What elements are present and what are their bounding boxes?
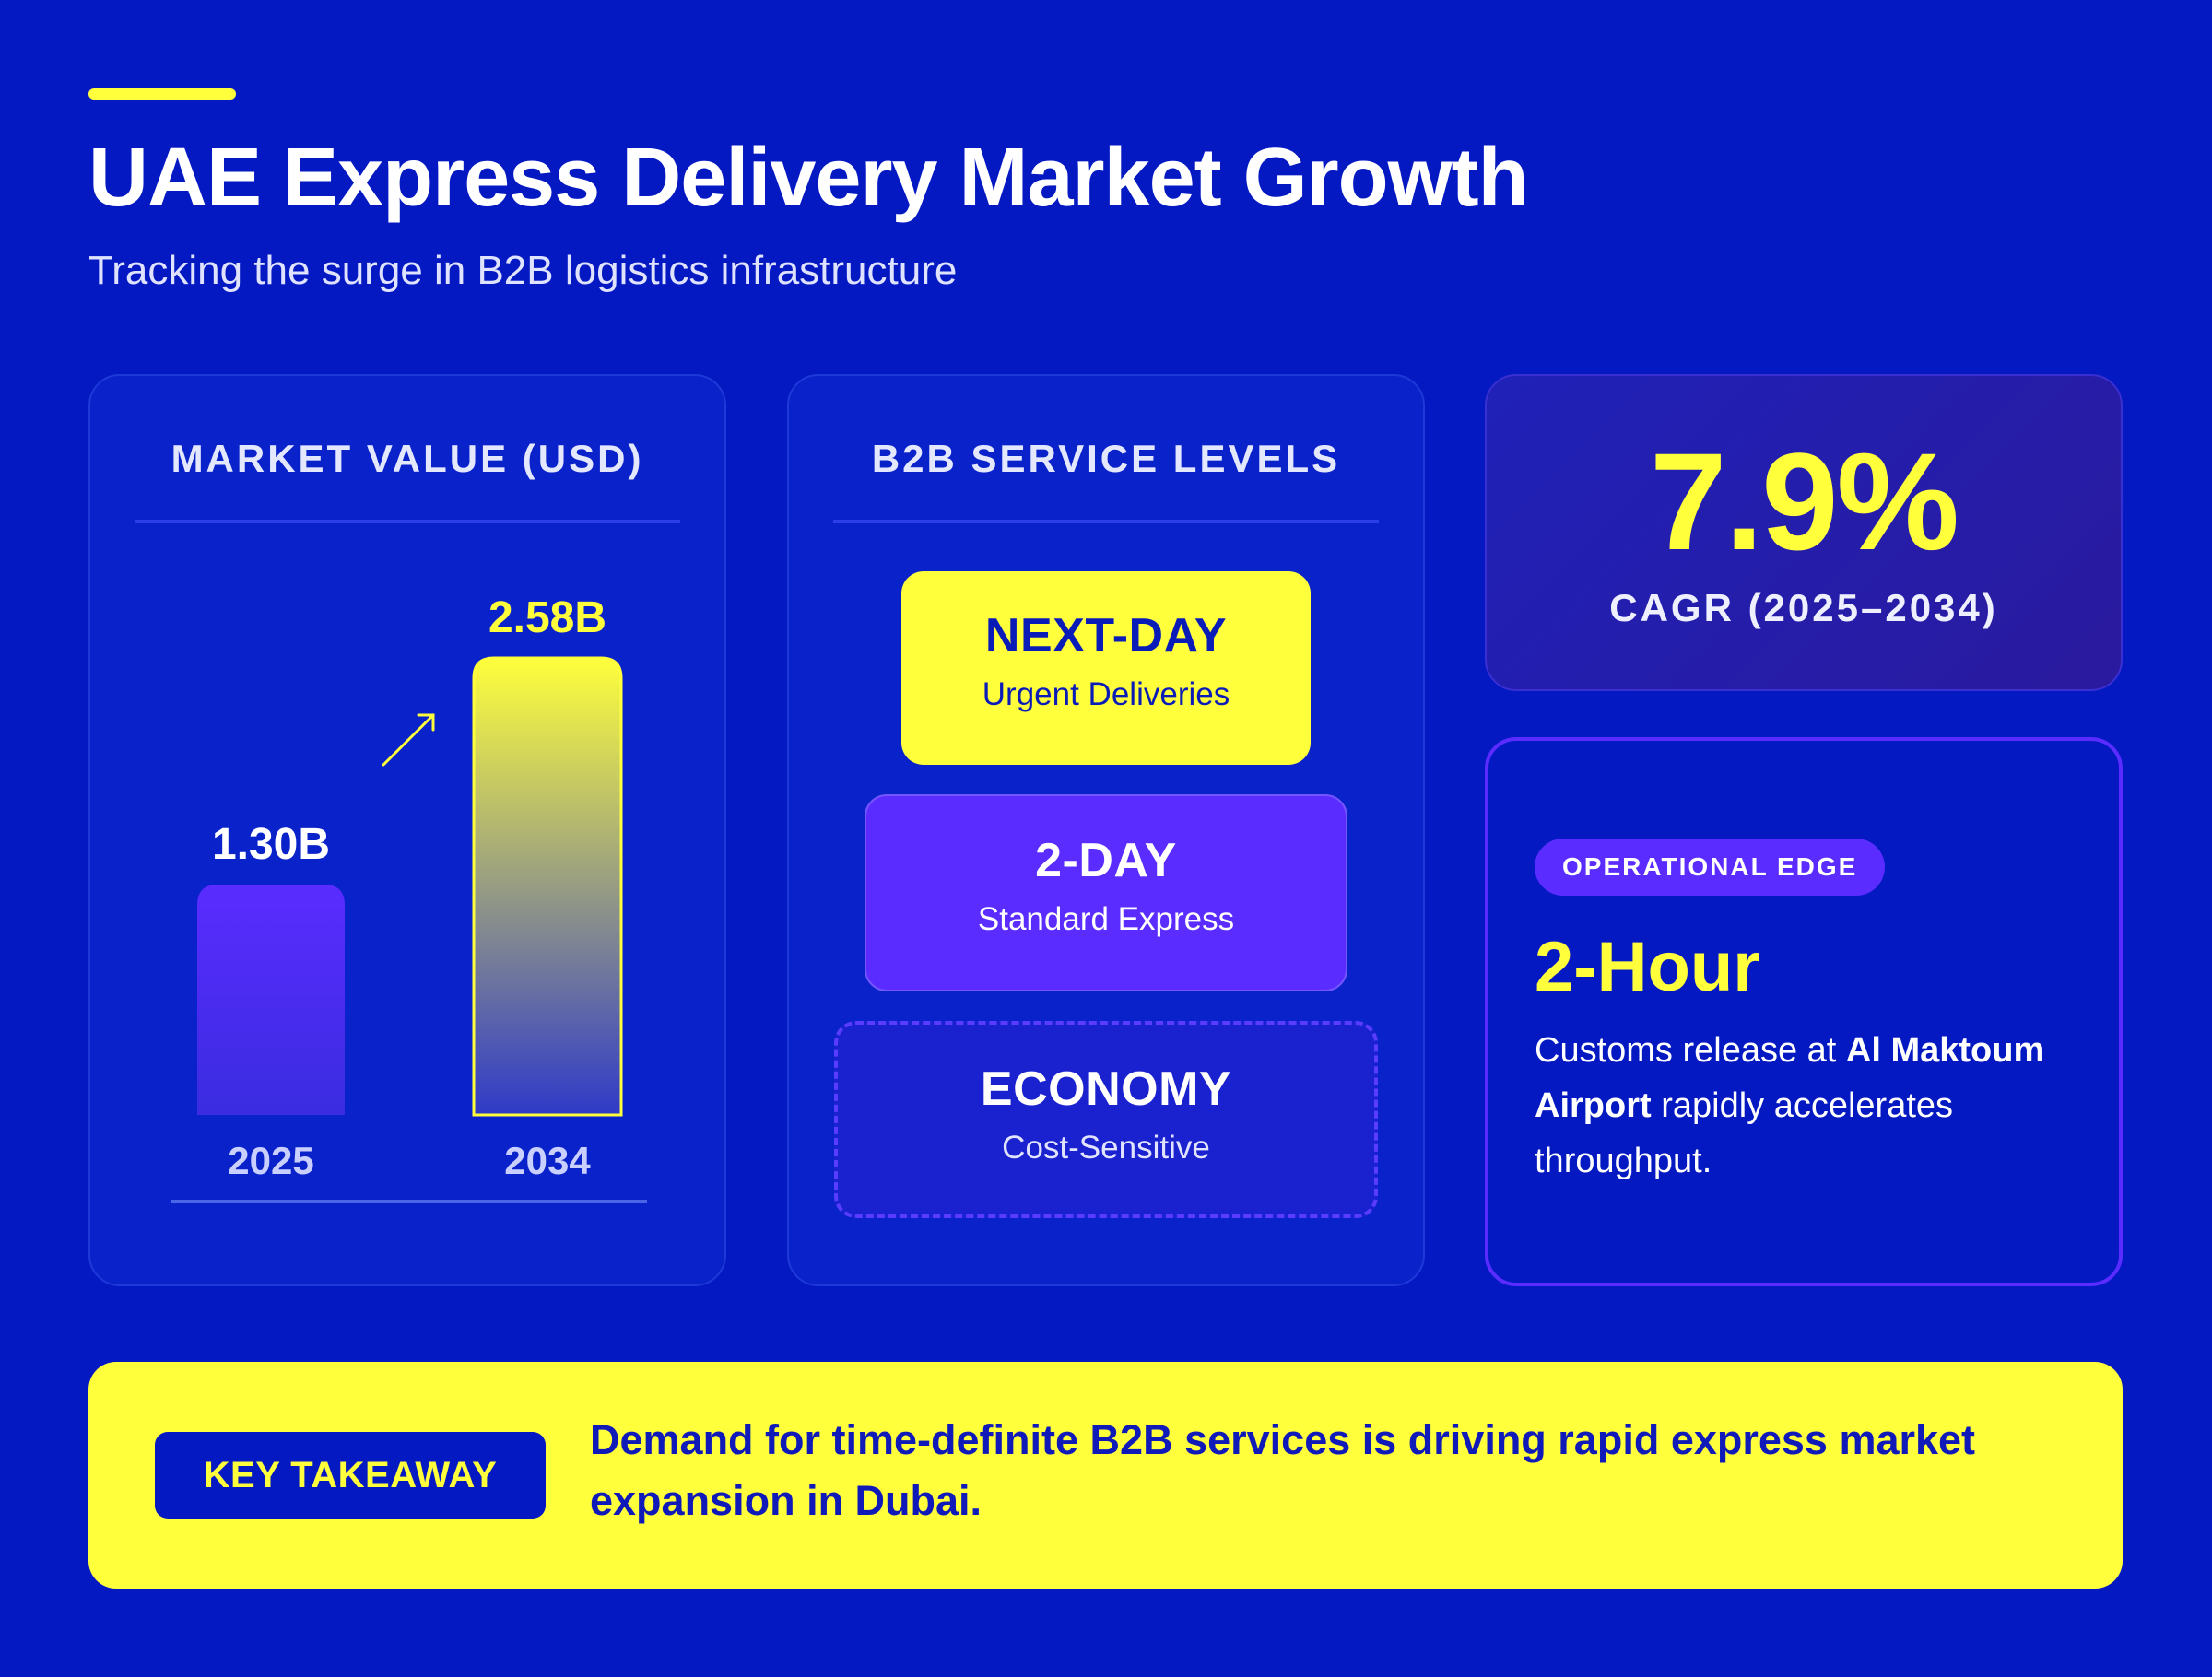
market-value-card: MARKET VALUE (USD) 1.30B 2025 2.58B 2034 bbox=[88, 374, 726, 1286]
page-subtitle: Tracking the surge in B2B logistics infr… bbox=[88, 248, 958, 293]
up-right-arrow-icon bbox=[382, 713, 435, 767]
value-label-2025: 1.30B bbox=[212, 820, 330, 869]
market-value-bar-chart: 1.30B 2025 2.58B 2034 bbox=[171, 593, 647, 1203]
market-value-heading: MARKET VALUE (USD) bbox=[135, 437, 680, 523]
cagr-value: 7.9% bbox=[1650, 424, 1959, 579]
tier-economy: ECONOMY Cost-Sensitive bbox=[834, 1021, 1378, 1218]
operational-edge-description: Customs release at Al Maktoum Airport ra… bbox=[1535, 1023, 2082, 1189]
cagr-card: 7.9% CAGR (2025–2034) bbox=[1485, 374, 2123, 691]
page-title: UAE Express Delivery Market Growth bbox=[88, 132, 1529, 224]
tier-description: Standard Express bbox=[977, 901, 1235, 937]
operational-edge-card: OPERATIONAL EDGE 2-Hour Customs release … bbox=[1485, 737, 2123, 1286]
category-label-2034: 2034 bbox=[504, 1139, 591, 1182]
key-takeaway-badge: KEY TAKEAWAY bbox=[155, 1432, 546, 1519]
bar-2034 bbox=[472, 656, 623, 1117]
key-takeaway-text: Demand for time-definite B2B services is… bbox=[590, 1416, 1976, 1524]
key-takeaway-banner: KEY TAKEAWAY Demand for time-definite B2… bbox=[88, 1362, 2123, 1589]
operational-edge-badge: OPERATIONAL EDGE bbox=[1535, 838, 1886, 896]
bar-2025 bbox=[197, 885, 345, 1115]
tier-description: Urgent Deliveries bbox=[982, 676, 1230, 712]
tier-next-day: NEXT-DAY Urgent Deliveries bbox=[901, 571, 1311, 765]
tier-name: ECONOMY bbox=[980, 1062, 1232, 1116]
service-levels-card: B2B SERVICE LEVELS NEXT-DAY Urgent Deliv… bbox=[787, 374, 1425, 1286]
title-accent-bar bbox=[88, 88, 236, 100]
tier-description: Cost-Sensitive bbox=[1002, 1130, 1210, 1166]
service-levels-heading: B2B SERVICE LEVELS bbox=[833, 437, 1379, 523]
tier-name: NEXT-DAY bbox=[984, 609, 1228, 663]
edge-text-tail: rapidly accelerates throughput. bbox=[1535, 1086, 1954, 1180]
edge-text-airport: Al Maktoum Airport bbox=[1535, 1031, 2045, 1125]
tier-name: 2-DAY bbox=[1035, 834, 1177, 887]
value-label-2034: 2.58B bbox=[488, 593, 606, 642]
category-label-2025: 2025 bbox=[228, 1139, 313, 1182]
cagr-label: CAGR (2025–2034) bbox=[1609, 586, 1998, 629]
tier-two-day: 2-DAY Standard Express bbox=[865, 794, 1347, 991]
edge-text-lead: Customs release at bbox=[1535, 1031, 1846, 1070]
operational-edge-value: 2-Hour bbox=[1535, 928, 1760, 1006]
